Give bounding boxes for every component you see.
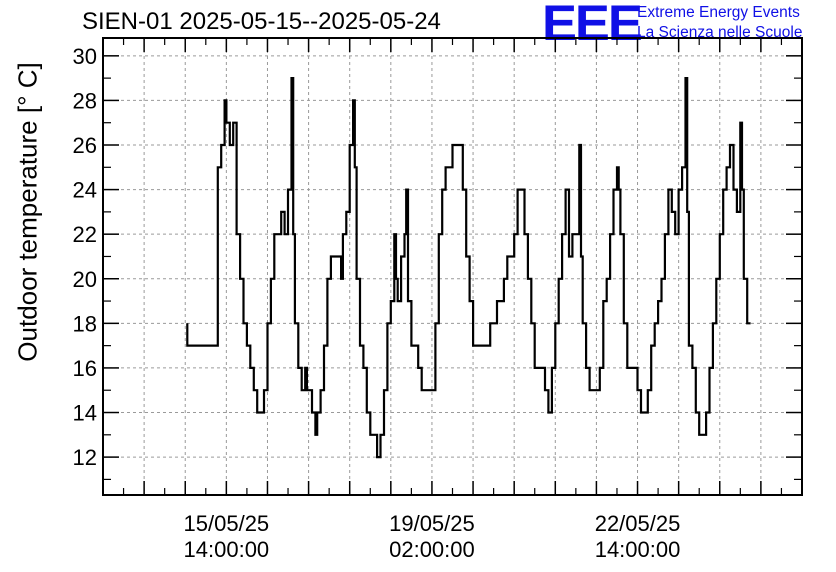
y-tick-label: 18 <box>73 311 97 336</box>
logo-line-1: Extreme Energy Events <box>637 4 800 21</box>
y-tick-label: 28 <box>73 88 97 113</box>
y-tick-label: 16 <box>73 356 97 381</box>
logo-line-2: La Scienza nelle Scuole <box>637 24 803 41</box>
grid-lines <box>103 38 802 495</box>
x-tick-label-date: 22/05/25 <box>595 511 681 536</box>
plot-frame <box>102 37 803 496</box>
temperature-series-line <box>186 76 751 459</box>
y-tick-label: 20 <box>73 267 97 292</box>
x-tick-label-time: 14:00:00 <box>595 537 681 562</box>
x-tick-label-time: 14:00:00 <box>184 537 270 562</box>
tick-labels: 1214161820222426283015/05/2514:00:0019/0… <box>73 44 681 562</box>
axis-ticks <box>103 38 802 495</box>
x-tick-label-date: 15/05/25 <box>184 511 270 536</box>
eee-logo: EEE <box>542 0 643 51</box>
x-tick-label-date: 19/05/25 <box>389 511 475 536</box>
chart-title: SIEN-01 2025-05-15--2025-05-24 <box>82 8 441 35</box>
y-tick-label: 30 <box>73 44 97 69</box>
y-tick-label: 26 <box>73 133 97 158</box>
x-tick-label-time: 02:00:00 <box>389 537 475 562</box>
y-tick-label: 24 <box>73 178 97 203</box>
series-group <box>186 76 751 459</box>
y-tick-label: 22 <box>73 222 97 247</box>
logo-text: Extreme Energy Events La Scienza nelle S… <box>637 3 802 43</box>
y-tick-label: 14 <box>73 401 97 426</box>
y-tick-label: 12 <box>73 445 97 470</box>
